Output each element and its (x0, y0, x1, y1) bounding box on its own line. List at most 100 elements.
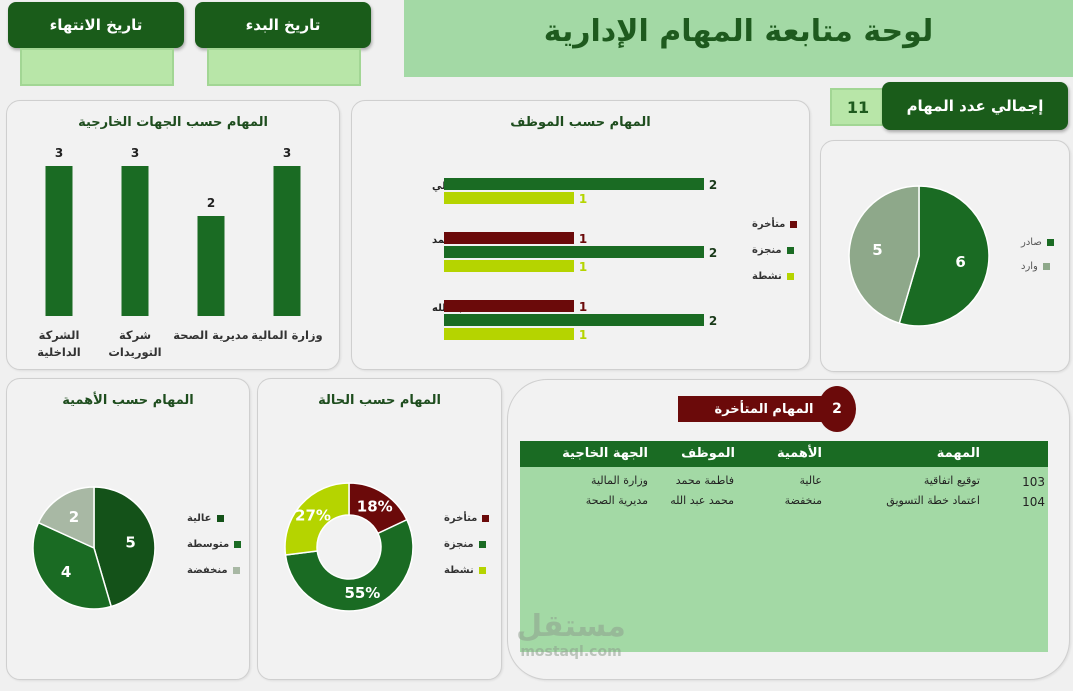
data-label: 5 (872, 241, 882, 259)
late-tasks-label: المهام المتأخرة (714, 401, 814, 417)
data-label: 18% (357, 497, 393, 515)
bar (444, 260, 574, 272)
legend-swatch (478, 567, 486, 574)
total-count-value: 11 (846, 97, 870, 117)
bar (444, 314, 704, 326)
bar (444, 300, 574, 312)
data-label: 55% (344, 584, 380, 602)
watermark: مستقل mostaql.com (508, 609, 634, 661)
late-tasks-panel: المهام المتأخرة 2 المهمة الأهمية الموظف … (507, 379, 1070, 680)
table-row[interactable]: 103 توقيع اتفاقية عالية فاطمة محمد وزارة… (520, 473, 1048, 491)
status-title: المهام حسب الحالة (318, 393, 441, 408)
tick-label: التوريدات (108, 345, 161, 360)
bar (444, 232, 574, 244)
data-label: 3 (131, 146, 139, 160)
row-importance: عالية (799, 474, 822, 487)
employee-legend-done: منجزة (752, 245, 794, 256)
pie-slice-medium (32, 521, 113, 610)
row-importance: منخفضة (784, 494, 822, 507)
legend-swatch (1042, 263, 1050, 270)
row-employee: محمد عبد الله (670, 494, 734, 507)
data-label: 2 (709, 246, 717, 260)
row-entity: مديرية الصحة (585, 494, 648, 507)
legend-swatch (786, 247, 794, 254)
pie-slice-incoming (848, 185, 920, 325)
pie-slice-low (37, 486, 95, 550)
late-tasks-count: 2 (832, 401, 842, 417)
data-label: 2 (207, 196, 215, 210)
tick-label: وزارة المالية (251, 328, 322, 343)
data-label: 4 (61, 563, 71, 581)
importance-chart: 5 4 2 (32, 486, 156, 610)
status-legend-late: متأخرة (444, 513, 490, 524)
external-entities-title: المهام حسب الجهات الخارجية (78, 115, 268, 130)
tick-label: الداخلية (37, 345, 81, 359)
total-count-label: إجمالي عدد المهام (882, 82, 1068, 130)
legend-swatch (790, 221, 798, 228)
employee-legend-late: متأخرة (752, 219, 798, 230)
row-id: 104 (1022, 495, 1045, 509)
data-label: 2 (709, 178, 717, 192)
row-task: توقيع اتفاقية (923, 474, 980, 487)
importance-legend-low: منخفضة (187, 565, 240, 576)
employee-legend-active: نشطة (752, 271, 794, 282)
pie-slice-outgoing (898, 185, 990, 327)
bar (444, 328, 574, 340)
legend-swatch (234, 541, 242, 548)
legend-swatch (1046, 239, 1054, 246)
direction-chart: 65 (848, 185, 990, 327)
bar (444, 246, 704, 258)
bar (273, 166, 301, 316)
table-row[interactable]: 104 اعتماد خطة التسويق منخفضة محمد عبد ا… (520, 493, 1048, 511)
direction-legend-outgoing: صادر (1021, 237, 1054, 248)
direction-legend-incoming: وارد (1021, 261, 1050, 272)
bar (121, 166, 149, 316)
importance-legend-high: عالية (187, 513, 224, 524)
start-date-label: تاريخ البدء (195, 2, 371, 48)
data-label: 27% (295, 506, 331, 524)
status-legend-active: نشطة (444, 565, 486, 576)
donut-slice-active (284, 482, 350, 556)
data-label: 2 (69, 508, 79, 526)
table-header-row: المهمة الأهمية الموظف الجهة الخاجية (520, 441, 1048, 467)
employee-panel: المهام حسب الموظف أحمد علي21فاطمة محمد12… (351, 100, 810, 370)
tick-label: الشركة (39, 328, 80, 342)
legend-swatch (216, 515, 224, 522)
employee-title: المهام حسب الموظف (510, 115, 651, 130)
late-tasks-table: المهمة الأهمية الموظف الجهة الخاجية 103 … (520, 441, 1048, 652)
row-task: اعتماد خطة التسويق (886, 494, 980, 507)
data-label: 5 (125, 534, 135, 552)
legend-swatch (232, 567, 240, 574)
start-date-field[interactable] (207, 48, 361, 86)
importance-panel: المهام حسب الأهمية 5 4 2 عالية متوسطة منخف… (6, 378, 250, 680)
legend-swatch (482, 515, 490, 522)
tick-label: شركة (119, 328, 151, 342)
donut-slice-done (284, 518, 414, 612)
data-label: 3 (55, 146, 63, 160)
importance-title: المهام حسب الأهمية (62, 393, 194, 408)
table-header-importance: الأهمية (776, 446, 822, 461)
watermark-url: mostaql.com (520, 644, 622, 660)
pie-slice-high (93, 486, 156, 608)
data-label: 3 (283, 146, 291, 160)
bar (45, 166, 73, 316)
legend-swatch (478, 541, 486, 548)
bar (197, 216, 225, 316)
late-tasks-count-badge: 2 (818, 386, 856, 432)
watermark-logo: مستقل (516, 609, 626, 644)
legend-swatch (786, 273, 794, 280)
status-legend-done: منجزة (444, 539, 486, 550)
table-header-employee: الموظف (681, 446, 735, 461)
data-label: 2 (709, 314, 717, 328)
external-entities-chart: 3 الشركة الداخلية 3 شركة التوريدات 2 مديرية الص… (37, 146, 322, 360)
bar (444, 178, 704, 190)
table-header-task: المهمة (936, 446, 980, 461)
end-date-field[interactable] (20, 48, 174, 86)
importance-legend-medium: متوسطة (187, 539, 242, 550)
title-banner: لوحة متابعة المهام الإدارية (404, 0, 1073, 77)
tick-label: مديرية الصحة (173, 328, 248, 342)
data-label: 1 (579, 232, 587, 246)
data-label: 1 (579, 328, 587, 342)
